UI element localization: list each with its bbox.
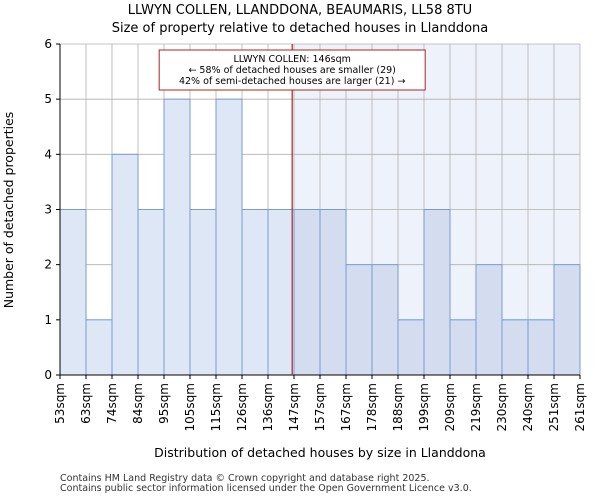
x-tick-label: 178sqm <box>365 383 379 431</box>
x-tick-label: 261sqm <box>573 383 587 431</box>
bar-157sqm <box>319 209 347 376</box>
x-tick-label: 219sqm <box>469 383 483 431</box>
bar-63sqm <box>85 319 113 376</box>
x-tick-label: 240sqm <box>521 383 535 431</box>
bar-53sqm <box>59 209 87 376</box>
x-tick-label: 105sqm <box>183 383 197 431</box>
bar-188sqm <box>397 319 425 376</box>
y-axis-label: Number of detached properties <box>1 112 16 309</box>
y-tick-label: 1 <box>44 313 52 327</box>
bar-147sqm <box>293 209 321 376</box>
x-tick-label: 53sqm <box>53 383 67 424</box>
annotation-line-3: 42% of semi-detached houses are larger (… <box>179 76 406 87</box>
plot-area: 0 1 2 3 4 5 6 53sqm 63sqm 74sqm 84sqm 95sqm 105sqm 11… <box>44 37 587 431</box>
x-axis-label: Distribution of detached houses by size … <box>154 445 486 460</box>
x-tick-label: 230sqm <box>495 383 509 431</box>
y-tick-label: 0 <box>44 368 52 382</box>
x-tick-label: 188sqm <box>391 383 405 431</box>
bar-230sqm <box>501 319 529 376</box>
bar-251sqm <box>553 264 581 376</box>
x-tick-label: 199sqm <box>417 383 431 431</box>
footer-line-2: Contains public sector information licen… <box>60 483 472 494</box>
y-tick-label: 5 <box>44 92 52 106</box>
footer-line-1: Contains HM Land Registry data © Crown c… <box>60 473 430 484</box>
x-tick-label: 84sqm <box>131 383 145 424</box>
x-tick-label: 74sqm <box>105 383 119 424</box>
bar-115sqm <box>215 98 243 376</box>
bar-167sqm <box>345 264 373 376</box>
annotation-box <box>158 49 426 91</box>
x-tick-label: 157sqm <box>313 383 327 431</box>
x-tick-label: 136sqm <box>261 383 275 431</box>
bar-209sqm <box>449 319 477 376</box>
chart-title-line-2: Size of property relative to detached ho… <box>112 21 489 36</box>
bar-126sqm <box>241 209 269 376</box>
y-tick-label: 2 <box>44 258 52 272</box>
bar-240sqm <box>527 319 555 376</box>
bar-74sqm <box>111 153 139 376</box>
bar-199sqm <box>423 209 451 376</box>
y-tick-label: 3 <box>44 203 52 217</box>
bar-136sqm <box>267 209 295 376</box>
bar-84sqm <box>137 209 165 376</box>
annotation-line-1: LLWYN COLLEN: 146sqm <box>233 54 350 65</box>
x-tick-label: 209sqm <box>443 383 457 431</box>
chart-title-line-1: LLWYN COLLEN, LLANDDONA, BEAUMARIS, LL58… <box>128 3 472 18</box>
x-tick-label: 115sqm <box>209 383 223 431</box>
x-tick-label: 147sqm <box>287 383 301 431</box>
x-tick-label: 167sqm <box>339 383 353 431</box>
y-tick-label: 6 <box>44 37 52 51</box>
bar-178sqm <box>371 264 399 376</box>
bar-219sqm <box>475 264 503 376</box>
bar-105sqm <box>189 209 217 376</box>
annotation-line-2: ← 58% of detached houses are smaller (29… <box>188 65 395 76</box>
x-tick-label: 126sqm <box>235 383 249 431</box>
x-tick-label: 251sqm <box>547 383 561 431</box>
x-tick-label: 63sqm <box>79 383 93 424</box>
bar-95sqm <box>163 98 191 376</box>
x-tick-label: 95sqm <box>157 383 171 424</box>
y-tick-label: 4 <box>44 147 52 161</box>
